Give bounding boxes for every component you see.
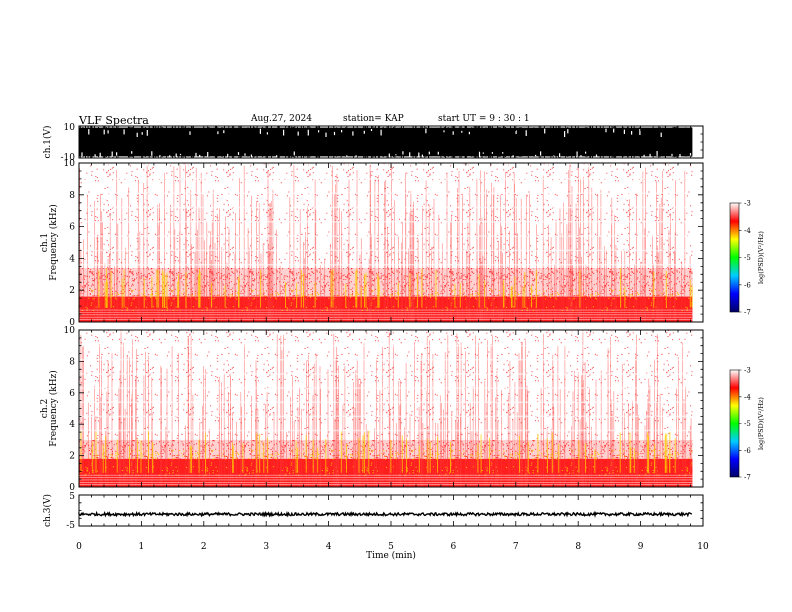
x-tick-label: 9 bbox=[638, 542, 644, 552]
y-axis-label: ch.1(V) bbox=[42, 126, 53, 159]
ch2-spectrogram-axes: 0 2 4 6 8 10 ch.2 Frequency (kHz) bbox=[40, 326, 704, 493]
colorbar-tick-label: -7 bbox=[744, 309, 751, 317]
x-tick-label: 10 bbox=[697, 542, 709, 552]
colorbar-label: log(PSD)(V²/Hz) bbox=[757, 397, 765, 450]
x-tick-label: 5 bbox=[388, 542, 394, 552]
colorbar-tick-label: -3 bbox=[744, 367, 751, 375]
ch2-spectrogram-colorbar: -3 -4 -5 -6 -7 log(PSD)(V²/Hz) bbox=[729, 367, 765, 482]
y-tick-label: 6 bbox=[69, 389, 75, 399]
ch1-spectrogram-colorbar: -3 -4 -5 -6 -7 log(PSD)(V²/Hz) bbox=[729, 200, 765, 317]
colorbar-bar bbox=[729, 369, 740, 478]
ch1-spectrogram-image bbox=[79, 163, 693, 322]
date-label: Aug.27, 2024 bbox=[251, 114, 312, 124]
y-axis-label: ch.3(V) bbox=[42, 494, 53, 527]
ch2-spectrogram-image bbox=[79, 330, 693, 487]
chart-title: VLF Spectra bbox=[79, 114, 149, 127]
y-axis-label: Frequency (kHz) bbox=[48, 370, 59, 447]
x-tick-label: 6 bbox=[451, 542, 457, 552]
y-tick-label: 0 bbox=[69, 318, 75, 328]
ch3-waveform-trace bbox=[78, 510, 693, 518]
start-time-label: start UT = 9 : 30 : 1 bbox=[438, 114, 530, 124]
y-tick-label: 10 bbox=[64, 123, 76, 133]
ch1-waveform-axes: 10 -10 ch.1(V) bbox=[42, 123, 704, 163]
x-tick-label: 1 bbox=[139, 542, 145, 552]
station-label: station= KAP bbox=[343, 114, 404, 124]
colorbar-tick-label: -5 bbox=[744, 254, 751, 262]
y-tick-label: 8 bbox=[69, 357, 75, 367]
y-tick-label: 5 bbox=[69, 492, 75, 502]
ch1-waveform-ticks bbox=[78, 125, 704, 159]
y-tick-label: 2 bbox=[69, 286, 75, 296]
y-tick-label: 4 bbox=[69, 254, 75, 264]
y-tick-label: 2 bbox=[69, 452, 75, 462]
y-axis-label: Frequency (kHz) bbox=[48, 204, 59, 281]
ch2-spectrogram-ticks bbox=[78, 329, 704, 488]
y-tick-label: 0 bbox=[69, 483, 75, 493]
ch3-waveform-axes: 5 -5 ch.3(V) 0 1 2 3 4 5 6 7 8 9 10 Time (min) bbox=[42, 492, 709, 561]
y-tick-label: 10 bbox=[64, 326, 76, 336]
x-tick-label: 4 bbox=[326, 542, 332, 552]
colorbar-tick-label: -4 bbox=[744, 227, 751, 235]
colorbar-tick-label: -6 bbox=[744, 447, 751, 455]
y-tick-label: 4 bbox=[69, 420, 75, 430]
colorbar-tick-label: -3 bbox=[744, 200, 751, 208]
y-tick-label: -10 bbox=[61, 153, 76, 163]
colorbar-ticks bbox=[739, 369, 742, 478]
y-tick-label: -5 bbox=[66, 521, 75, 531]
ch1-spectrogram-axes: 0 2 4 6 8 10 ch.1 Frequency (kHz) bbox=[40, 159, 704, 328]
colorbar-label: log(PSD)(V²/Hz) bbox=[757, 231, 765, 284]
colorbar-bar bbox=[729, 202, 740, 313]
ch1-spectrogram-ticks bbox=[78, 162, 704, 323]
y-tick-label: 10 bbox=[64, 159, 76, 169]
y-tick-label: 8 bbox=[69, 191, 75, 201]
x-tick-label: 8 bbox=[575, 542, 581, 552]
colorbar-tick-label: -4 bbox=[744, 393, 751, 401]
colorbar-tick-label: -6 bbox=[744, 281, 751, 289]
colorbar-tick-label: -7 bbox=[744, 474, 751, 482]
x-tick-label: 0 bbox=[76, 542, 82, 552]
ch1-waveform-trace bbox=[78, 126, 693, 162]
x-tick-label: 2 bbox=[201, 542, 207, 552]
x-tick-label: 3 bbox=[263, 542, 269, 552]
y-axis-label: ch.1 bbox=[40, 233, 50, 252]
y-tick-label: 6 bbox=[69, 223, 75, 233]
x-tick-label: 7 bbox=[513, 542, 519, 552]
x-axis-label: Time (min) bbox=[366, 550, 416, 561]
colorbar-ticks bbox=[739, 202, 742, 313]
colorbar-tick-label: -5 bbox=[744, 420, 751, 428]
y-axis-label: ch.2 bbox=[40, 399, 50, 418]
ch3-waveform-ticks bbox=[78, 494, 704, 527]
